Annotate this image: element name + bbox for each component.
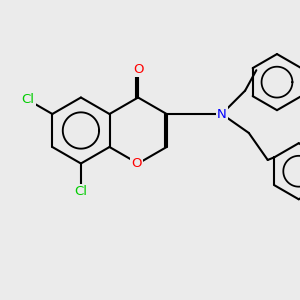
Text: O: O bbox=[133, 63, 143, 76]
Text: Cl: Cl bbox=[22, 94, 34, 106]
Text: N: N bbox=[217, 107, 226, 121]
Text: Cl: Cl bbox=[74, 185, 87, 198]
Text: O: O bbox=[131, 157, 142, 170]
